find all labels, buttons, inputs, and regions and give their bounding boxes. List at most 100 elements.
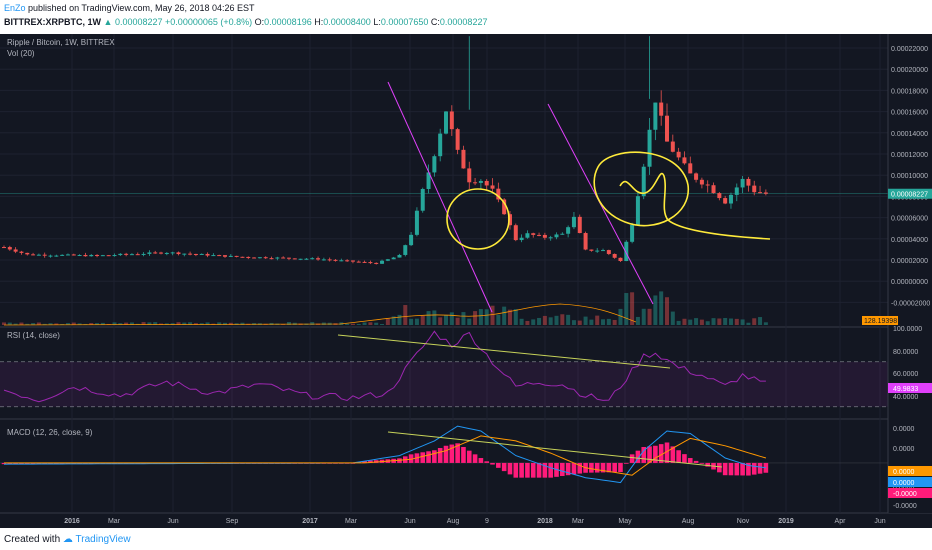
candle-up <box>310 258 315 260</box>
volume-bar <box>571 320 576 325</box>
macd-histogram-bar <box>36 462 42 465</box>
macd-histogram-bar <box>664 442 670 463</box>
volume-bar <box>176 322 181 325</box>
candle-down <box>350 260 355 262</box>
candle-down <box>19 251 24 253</box>
rsi-trendline <box>337 334 671 369</box>
price-tick-label: 0.00016000 <box>891 110 928 117</box>
volume-bar <box>589 319 594 325</box>
volume-bar <box>763 322 768 325</box>
volume-bar <box>7 322 12 325</box>
time-tick-label: Aug <box>447 518 460 525</box>
volume-bar <box>444 315 448 325</box>
candle-up <box>211 255 216 257</box>
volume-bar <box>112 322 117 325</box>
macd-tick-label: 0.0000 <box>893 426 915 433</box>
volume-bar <box>647 308 652 325</box>
volume-bar <box>350 323 355 325</box>
macd-hist-label: -0.0000 <box>893 491 917 498</box>
rsi-tick-label: 40.0000 <box>893 394 918 401</box>
volume-bar <box>746 322 751 325</box>
candle-up <box>397 254 402 258</box>
candle-up <box>409 234 414 246</box>
candle-up <box>478 180 483 183</box>
ohlc-line: BITTREX:XRPBTC, 1W ▲ 0.00008227 +0.00000… <box>4 17 487 27</box>
candle-down <box>286 257 291 259</box>
candle-up <box>60 254 65 256</box>
volume-bar <box>711 318 716 325</box>
candle-up <box>391 257 396 260</box>
time-axis[interactable]: 2016 Mar Jun Sep 2017 Mar Jun Aug 9 2018 Mar May Aug… <box>64 518 886 525</box>
macd-histogram-bar <box>501 462 507 472</box>
candle-down <box>124 253 129 255</box>
candle-down <box>362 261 367 263</box>
volume-bar <box>286 322 291 325</box>
drawn-path <box>619 172 771 240</box>
price-tick-label: 0.00004000 <box>891 237 928 244</box>
macd-title: MACD (12, 26, close, 9) <box>7 428 93 437</box>
volume-bar <box>147 322 152 325</box>
high-value: 0.00008400 <box>323 17 371 27</box>
time-tick-label: Jun <box>404 518 415 525</box>
macd-histogram-bar <box>623 462 629 464</box>
author-link[interactable]: EnZo <box>4 3 26 13</box>
candle-down <box>106 255 111 257</box>
volume-indicator-label: Vol (20) <box>7 49 35 58</box>
volume-bar <box>734 318 739 325</box>
macd-histogram-bar <box>565 462 571 476</box>
volume-bar <box>699 319 704 325</box>
candle-down <box>473 182 478 184</box>
macd-histogram-bar <box>455 443 460 463</box>
volume-bar <box>473 311 478 325</box>
macd-histogram-bar <box>437 448 443 463</box>
candle-up <box>164 252 169 254</box>
time-tick-label: May <box>618 518 632 525</box>
macd-histogram-bar <box>751 462 757 475</box>
rsi-title: RSI (14, close) <box>7 331 60 340</box>
volume-bar <box>717 318 722 325</box>
candle-up <box>36 254 41 256</box>
candle-up <box>100 255 105 257</box>
volume-bar <box>414 318 419 325</box>
close-label: C: <box>430 17 440 27</box>
rsi-tick-label: 60.0000 <box>893 371 918 378</box>
candle-up <box>403 245 408 255</box>
volume-bar <box>670 311 675 325</box>
candle-down <box>263 257 268 259</box>
candle-up <box>339 260 344 262</box>
candle-down <box>205 253 210 256</box>
volume-bar <box>182 322 187 325</box>
candle-down <box>763 192 768 194</box>
macd-histogram-bar <box>699 462 705 464</box>
macd-histogram-bar <box>426 451 431 463</box>
volume-bar <box>420 315 425 325</box>
macd-histogram-bar <box>641 446 647 463</box>
candle-down <box>694 173 699 180</box>
candle-up <box>653 102 658 130</box>
volume-bar <box>217 322 222 325</box>
candle-down <box>717 193 722 199</box>
candle-down <box>135 254 140 256</box>
tradingview-cloud-icon: ☁ <box>62 534 73 545</box>
created-with-text: Created with <box>4 534 61 545</box>
macd-histogram-bar <box>740 462 745 476</box>
tradingview-brand[interactable]: TradingView <box>75 534 131 545</box>
rsi-tick-label: 100.0000 <box>893 326 922 333</box>
macd-histogram-bar <box>647 446 652 463</box>
candle-down <box>449 111 454 130</box>
macd-histogram-bar <box>478 458 484 463</box>
volume-bar <box>223 322 227 325</box>
macd-histogram-bar <box>658 444 664 463</box>
candle-down <box>758 192 763 194</box>
macd-histogram-bar <box>490 462 495 465</box>
price-axis[interactable]: 0.00022000 0.00020000 0.00018000 0.00016000… <box>862 34 932 513</box>
candle-up <box>426 172 431 189</box>
macd-histogram-bar <box>484 461 490 463</box>
candle-up <box>118 253 123 256</box>
volume-bar <box>310 322 315 325</box>
volume-bar <box>118 323 123 325</box>
chart-area[interactable]: Ripple / Bitcoin, 1W, BITTREX Vol (20) R… <box>0 34 932 528</box>
candle-down <box>711 185 716 194</box>
user-drawings <box>337 81 771 468</box>
candle-up <box>647 129 652 167</box>
